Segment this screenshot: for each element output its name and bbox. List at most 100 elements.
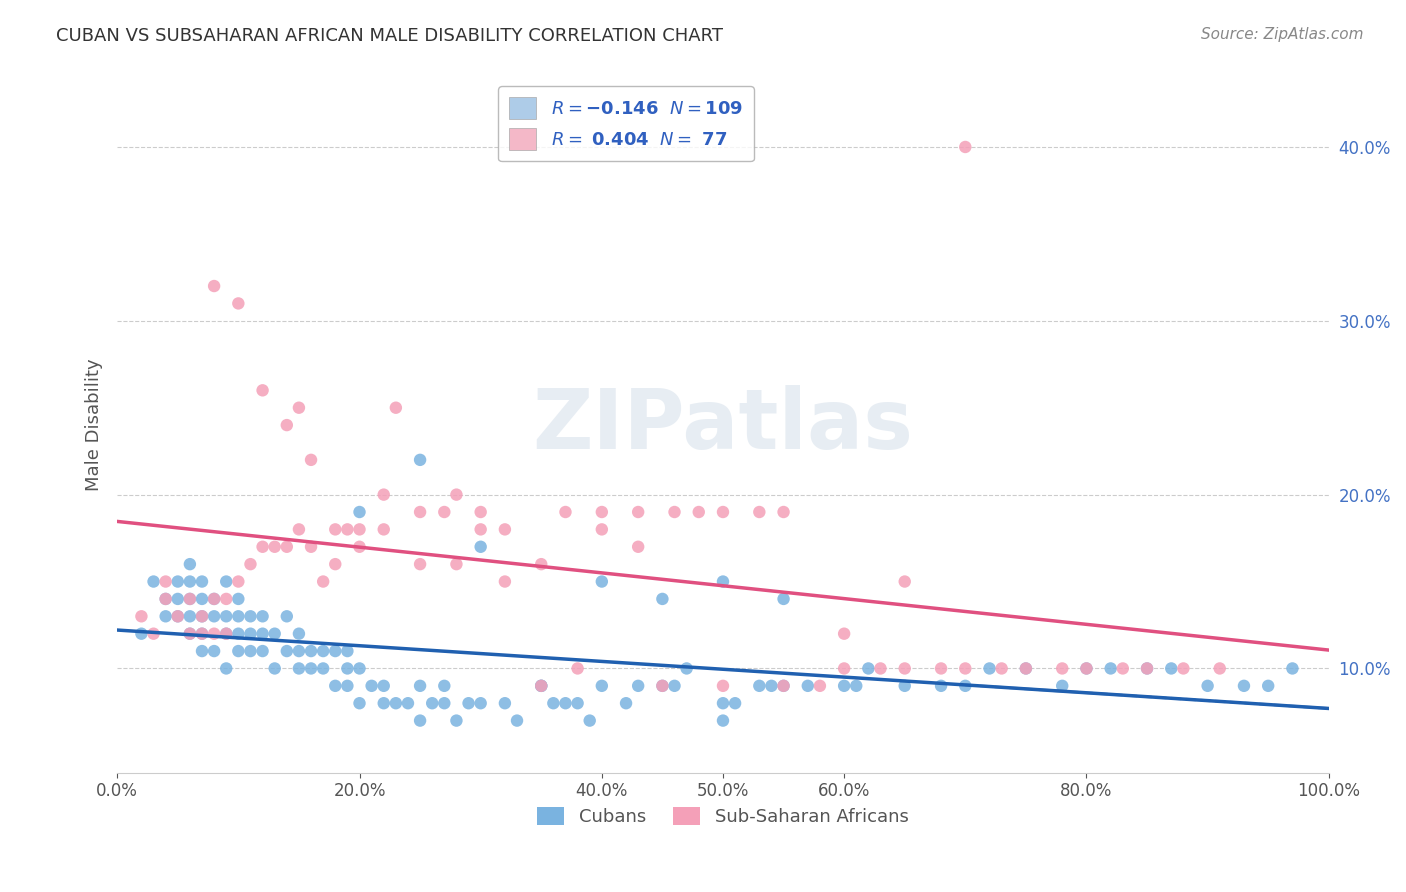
Point (1099, 661, 1122, 675)
Point (688, 505, 710, 519)
Point (215, 591, 238, 606)
Point (228, 591, 250, 606)
Point (578, 714, 600, 728)
Point (215, 661, 238, 675)
Point (288, 401, 311, 415)
Point (627, 540, 650, 554)
Point (191, 609, 214, 624)
Point (893, 661, 915, 675)
Point (446, 488, 468, 502)
Point (845, 679, 868, 693)
Point (554, 696, 576, 710)
Point (1233, 679, 1256, 693)
Point (288, 522, 311, 536)
Point (252, 644, 274, 658)
Point (567, 696, 589, 710)
Point (470, 696, 492, 710)
Point (349, 505, 371, 519)
Point (567, 661, 589, 675)
Point (543, 696, 565, 710)
Point (239, 626, 262, 640)
Point (433, 679, 456, 693)
Point (1050, 661, 1073, 675)
Point (202, 591, 225, 606)
Point (239, 644, 262, 658)
Point (349, 696, 371, 710)
Point (1050, 679, 1073, 693)
Point (373, 696, 395, 710)
Point (215, 626, 238, 640)
Legend: Cubans, Sub-Saharan Africans: Cubans, Sub-Saharan Africans (530, 799, 915, 833)
Point (929, 661, 952, 675)
Point (263, 661, 285, 675)
Point (179, 626, 201, 640)
Point (494, 574, 516, 589)
Point (929, 679, 952, 693)
Point (239, 557, 262, 571)
Point (360, 679, 382, 693)
Point (591, 574, 613, 589)
Point (772, 679, 794, 693)
Point (494, 522, 516, 536)
Point (276, 418, 298, 433)
Point (179, 591, 201, 606)
Point (179, 557, 201, 571)
Point (446, 557, 468, 571)
Point (299, 540, 322, 554)
Point (142, 574, 165, 589)
Point (409, 679, 432, 693)
Point (832, 661, 855, 675)
Point (323, 557, 346, 571)
Point (955, 140, 977, 154)
Point (530, 679, 553, 693)
Point (323, 679, 346, 693)
Point (155, 609, 177, 624)
Point (494, 696, 516, 710)
Point (166, 609, 188, 624)
Point (664, 505, 686, 519)
Point (336, 661, 359, 675)
Point (202, 626, 225, 640)
Point (711, 505, 734, 519)
Point (808, 679, 831, 693)
Point (252, 384, 274, 398)
Point (155, 591, 177, 606)
Point (457, 696, 479, 710)
Point (252, 626, 274, 640)
Point (299, 453, 322, 467)
Point (470, 540, 492, 554)
Point (373, 679, 395, 693)
Point (215, 574, 238, 589)
Point (385, 401, 408, 415)
Point (131, 609, 153, 624)
Point (373, 488, 395, 502)
Point (470, 522, 492, 536)
Point (276, 540, 298, 554)
Point (191, 574, 214, 589)
Point (202, 609, 225, 624)
Point (312, 574, 335, 589)
Point (614, 696, 637, 710)
Point (202, 279, 225, 293)
Point (711, 679, 734, 693)
Point (312, 661, 335, 675)
Point (336, 522, 359, 536)
Point (554, 505, 576, 519)
Point (155, 574, 177, 589)
Point (724, 696, 747, 710)
Point (409, 557, 432, 571)
Point (711, 714, 734, 728)
Point (711, 696, 734, 710)
Point (215, 609, 238, 624)
Point (202, 644, 225, 658)
Point (239, 609, 262, 624)
Point (349, 522, 371, 536)
Point (288, 661, 311, 675)
Point (869, 661, 891, 675)
Point (1076, 661, 1098, 675)
Text: ZIPatlas: ZIPatlas (533, 384, 914, 466)
Point (409, 453, 432, 467)
Point (1112, 661, 1135, 675)
Point (299, 644, 322, 658)
Point (191, 591, 214, 606)
